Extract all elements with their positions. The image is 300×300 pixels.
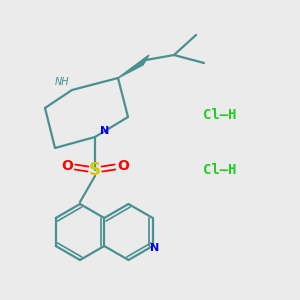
Text: Cl—H: Cl—H: [203, 108, 237, 122]
Text: N: N: [150, 243, 159, 253]
Text: Cl—H: Cl—H: [203, 163, 237, 177]
Text: O: O: [117, 159, 129, 173]
Text: O: O: [61, 159, 73, 173]
Text: N: N: [100, 126, 109, 136]
Polygon shape: [118, 55, 149, 78]
Text: NH: NH: [55, 77, 69, 87]
Text: S: S: [89, 161, 101, 179]
